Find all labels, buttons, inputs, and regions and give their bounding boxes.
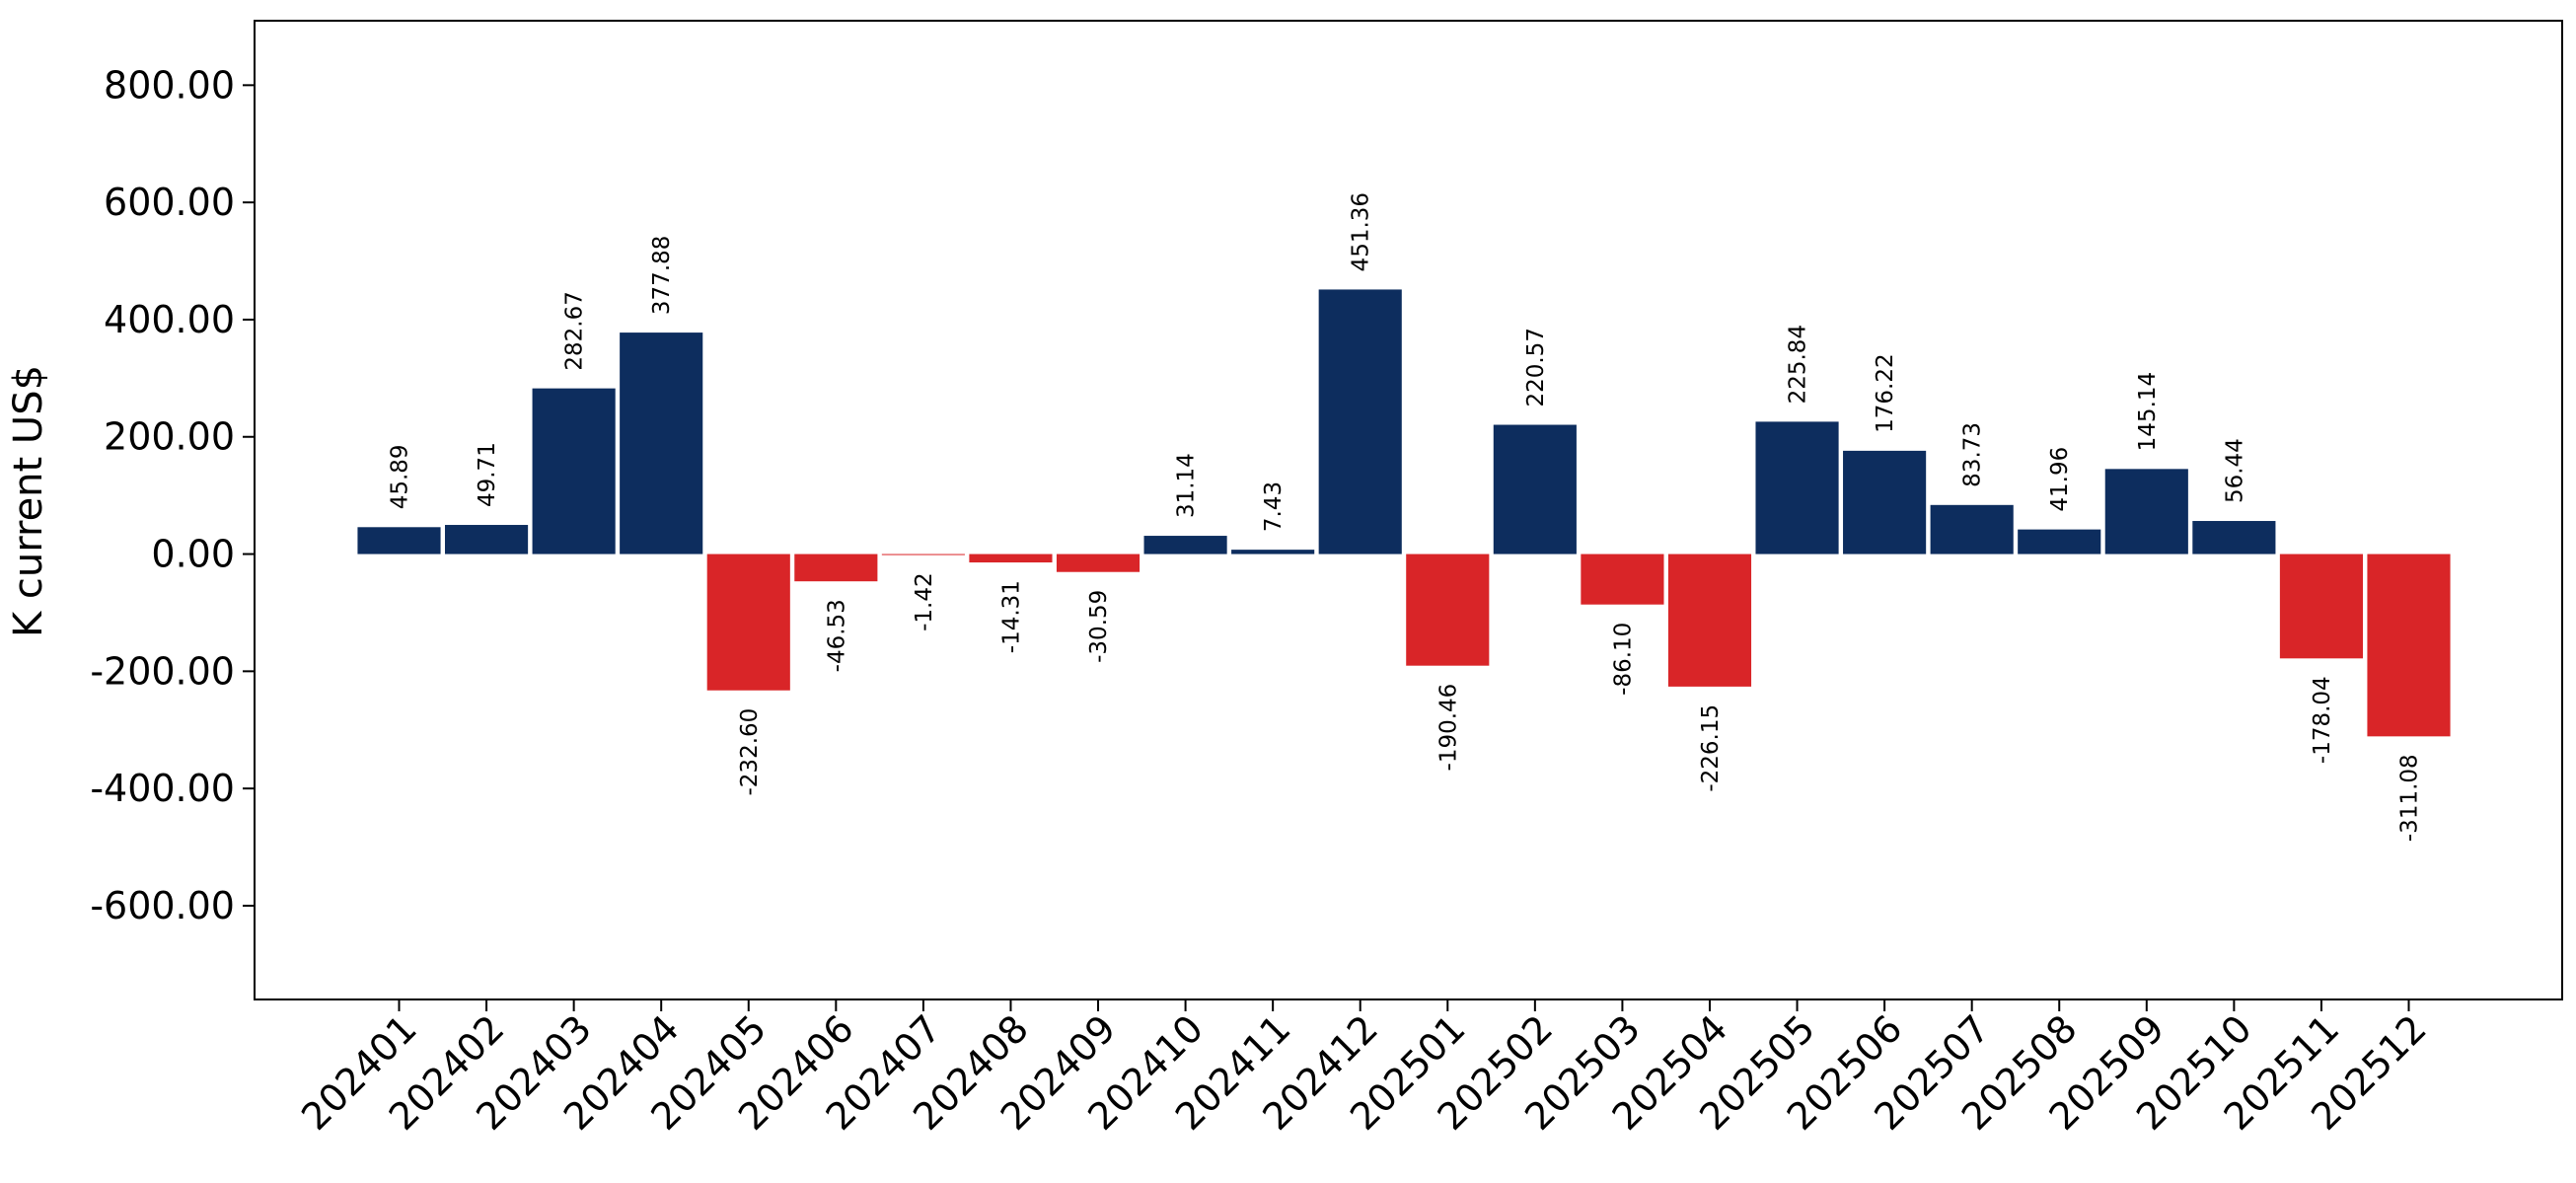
data-label: 7.43 <box>1261 481 1287 532</box>
bar <box>2279 554 2364 659</box>
data-label: 49.71 <box>475 442 500 507</box>
bar <box>1930 504 2014 555</box>
data-label: 31.14 <box>1174 453 1200 518</box>
bar <box>1667 554 1752 687</box>
y-tick-label: -200.00 <box>90 649 235 693</box>
bar <box>532 388 616 555</box>
bar <box>2192 521 2276 555</box>
bar <box>1581 554 1664 605</box>
data-label: 225.84 <box>1786 325 1811 404</box>
bar <box>1755 421 1839 555</box>
bar <box>2367 554 2451 737</box>
data-label: -178.04 <box>2310 676 2335 764</box>
bar <box>969 554 1053 563</box>
data-label: 377.88 <box>649 236 675 315</box>
y-tick-label: 200.00 <box>104 415 235 459</box>
data-label: 176.22 <box>1873 353 1898 432</box>
bar <box>357 527 441 555</box>
data-label: 56.44 <box>2222 438 2247 503</box>
data-label: -14.31 <box>998 580 1024 653</box>
bar <box>2104 469 2188 555</box>
data-label: 145.14 <box>2135 372 2161 451</box>
y-tick-label: -400.00 <box>90 767 235 810</box>
bar <box>620 333 703 555</box>
data-label: -311.08 <box>2397 754 2423 842</box>
data-labels: 45.89 49.71 282.67 377.88 -232.60 -46.53 -1.42… <box>388 192 2423 842</box>
bar <box>1318 289 1402 555</box>
data-label: -86.10 <box>1610 623 1636 696</box>
data-label: -232.60 <box>737 708 763 796</box>
data-label: -1.42 <box>912 572 937 631</box>
y-axis: -600.00 -400.00 -200.00 0.00 200.00 400.00 600… <box>90 63 255 927</box>
bar <box>1493 424 1577 555</box>
data-label: 45.89 <box>388 444 413 509</box>
bar <box>444 525 529 555</box>
bar <box>1406 554 1490 666</box>
bar <box>1231 550 1315 555</box>
y-tick-label: 400.00 <box>104 298 235 341</box>
data-label: 41.96 <box>2047 447 2073 512</box>
x-axis: 2024012024022024032024042024052024062024… <box>293 999 2435 1139</box>
data-label: 451.36 <box>1349 192 1374 271</box>
plot-frame <box>254 20 2563 1000</box>
bar <box>1843 450 1927 555</box>
bar <box>794 554 878 582</box>
bars <box>357 289 2451 737</box>
data-label: 83.73 <box>1960 422 1986 487</box>
data-label: -30.59 <box>1086 590 1112 663</box>
y-tick-label: -600.00 <box>90 884 235 927</box>
data-label: -226.15 <box>1698 704 1724 792</box>
y-tick-label: 600.00 <box>104 181 235 224</box>
bar <box>706 554 790 691</box>
data-label: -46.53 <box>824 599 849 672</box>
bar <box>1056 554 1141 572</box>
y-tick-label: 800.00 <box>104 63 235 107</box>
bar <box>2018 529 2101 555</box>
y-tick-label: 0.00 <box>151 533 235 576</box>
data-label: 282.67 <box>562 291 588 370</box>
bar <box>1143 536 1227 555</box>
data-label: 220.57 <box>1523 328 1549 407</box>
data-label: -190.46 <box>1435 684 1461 772</box>
y-axis-title: K current US$ <box>6 365 51 637</box>
